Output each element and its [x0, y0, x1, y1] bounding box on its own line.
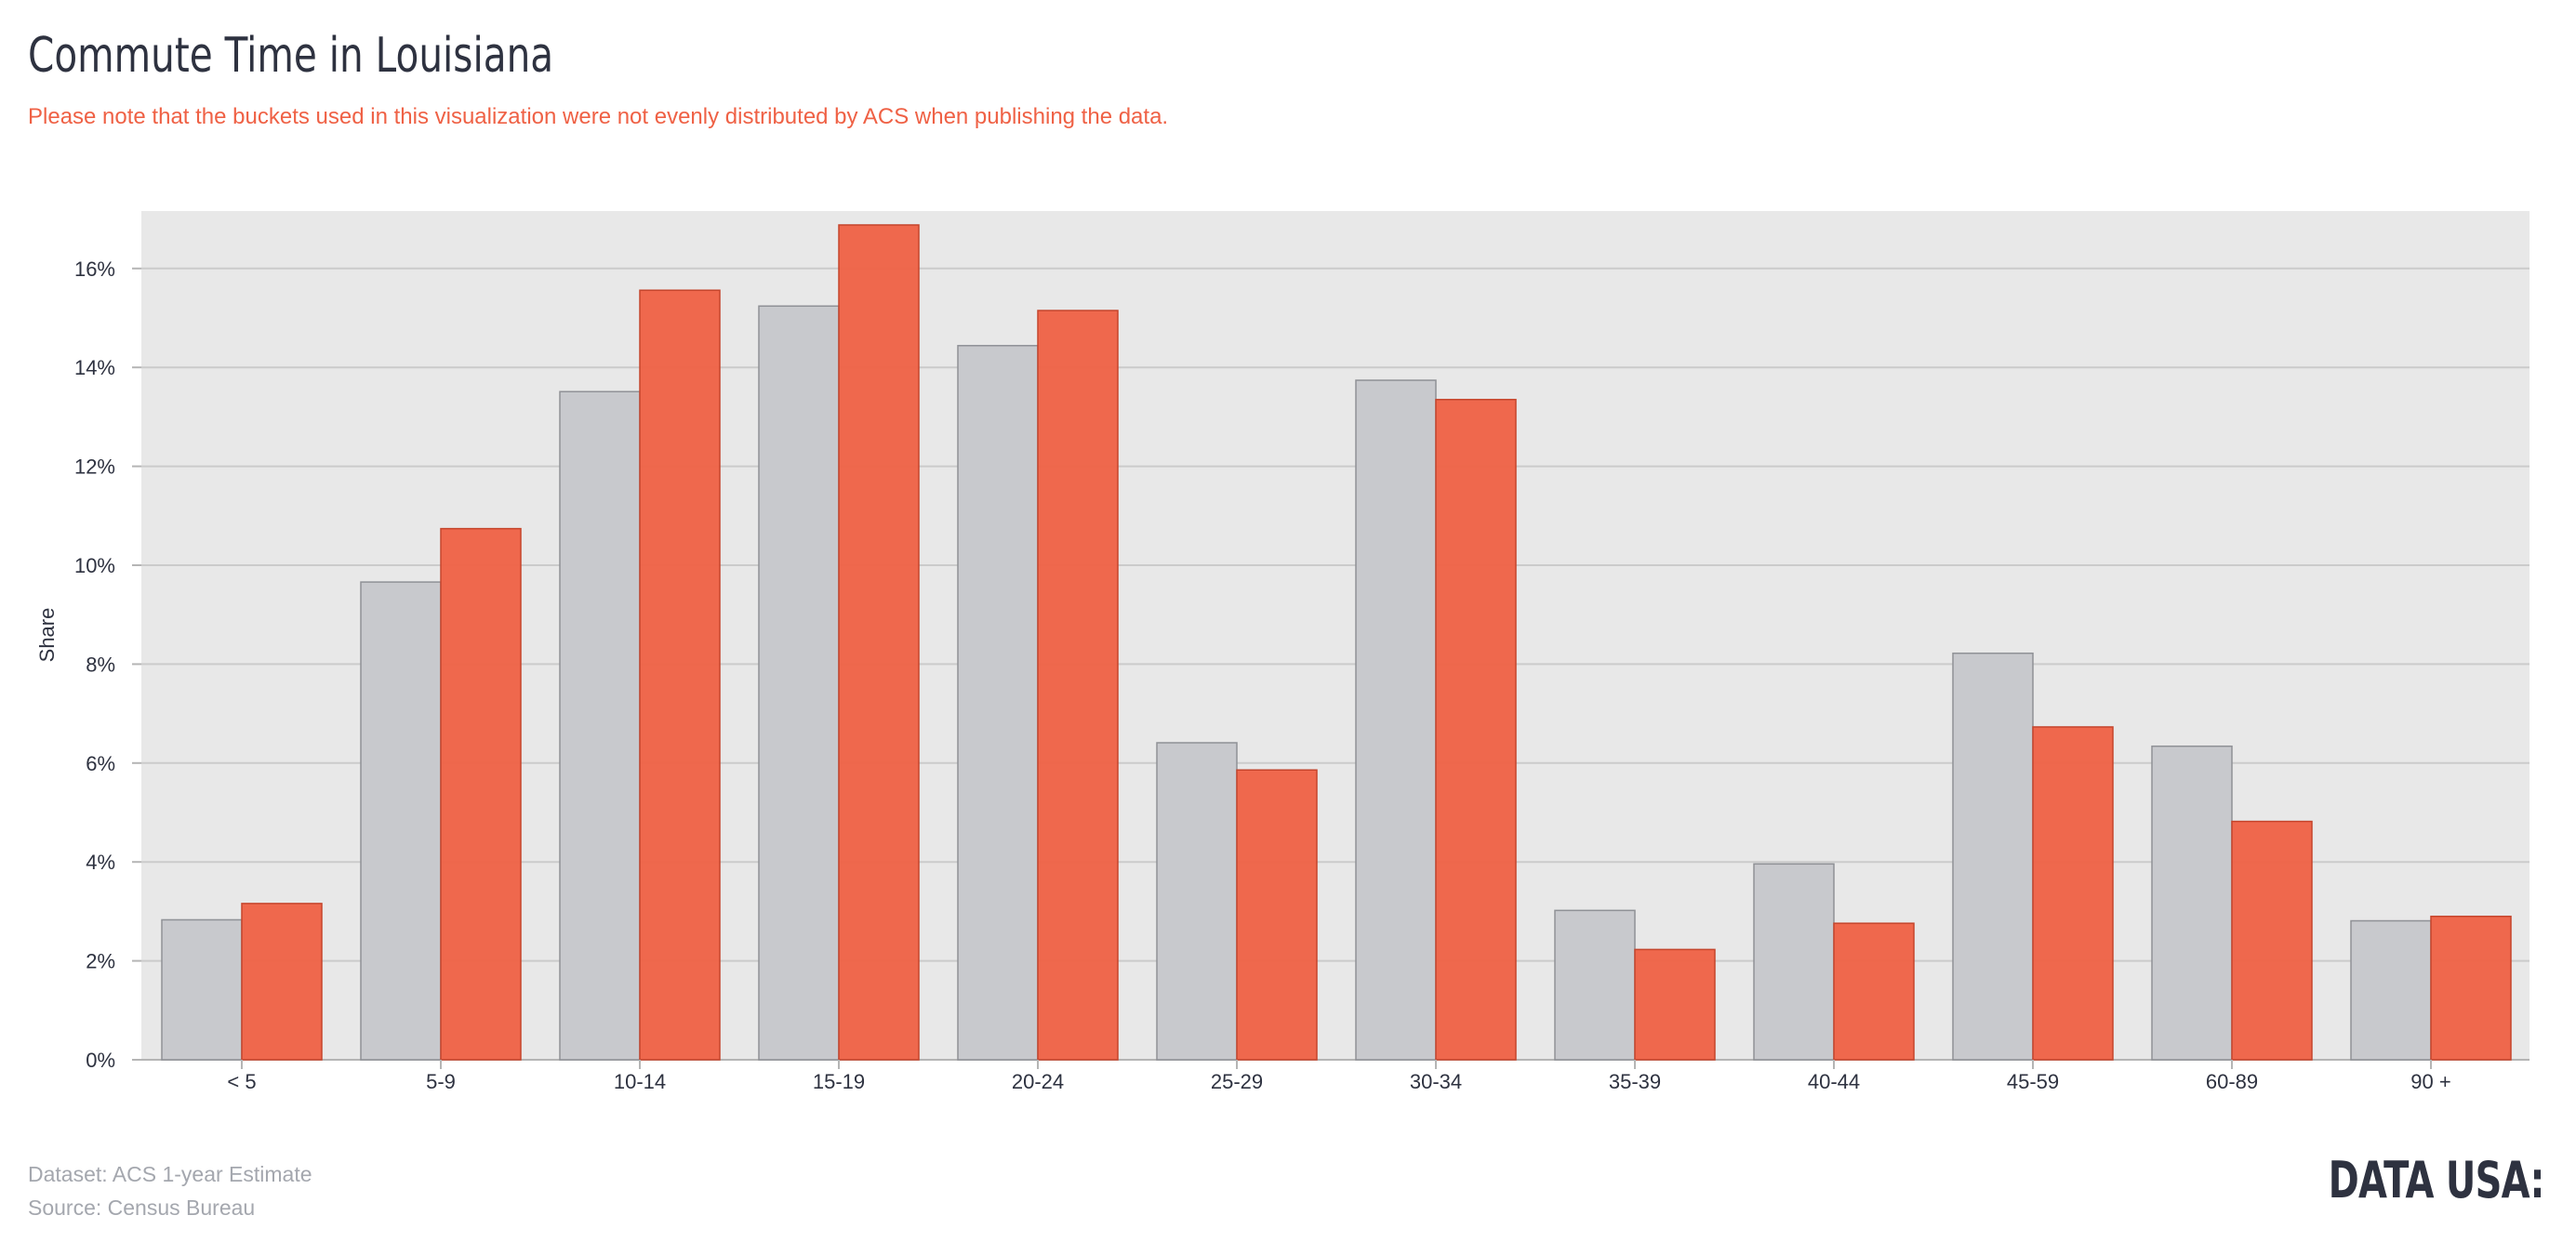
bar-gray[interactable] [360, 581, 442, 1061]
y-tick-label: 4% [86, 851, 115, 874]
y-tick-label: 12% [74, 456, 115, 479]
x-tick-label: 60-89 [2206, 1070, 2258, 1093]
bar-gray[interactable] [1753, 863, 1835, 1061]
y-tick-label: 16% [74, 258, 115, 281]
bar-red[interactable] [2231, 820, 2313, 1061]
gridlines [141, 267, 2530, 1061]
y-tick-label: 2% [86, 950, 115, 973]
x-tick-label: 90 + [2410, 1070, 2450, 1093]
bar-red[interactable] [2032, 726, 2114, 1061]
x-tick-label: 35-39 [1609, 1070, 1661, 1093]
x-tick-label: < 5 [227, 1070, 256, 1093]
bar-red[interactable] [838, 224, 920, 1061]
y-axis-ticks: 0% 2% 4% 6% 8% 10% 12% 14% 16% [74, 258, 141, 1072]
y-tick-label: 10% [74, 554, 115, 577]
y-tick-label: 8% [86, 653, 115, 676]
bar-red[interactable] [2430, 915, 2512, 1061]
x-axis-ticks: < 5 5-9 10-14 15-19 20-24 25-29 30-34 35-39 40-4… [227, 1060, 2451, 1093]
bar-gray[interactable] [2350, 919, 2432, 1061]
x-tick-label: 40-44 [1808, 1070, 1860, 1093]
bar-red[interactable] [1435, 399, 1517, 1061]
bars [161, 224, 2512, 1061]
source-label: Source: Census Bureau [28, 1196, 256, 1220]
bar-red[interactable] [1634, 948, 1716, 1061]
bar-chart: 0% 2% 4% 6% 8% 10% 12% 14% 16% < 5 5-9 10-14 15-19 2… [35, 211, 2530, 1093]
dataset-label: Dataset: ACS 1-year Estimate [28, 1162, 312, 1186]
datausa-logo[interactable]: DATA USA: [2328, 1151, 2545, 1209]
bar-red[interactable] [440, 527, 522, 1061]
bar-gray[interactable] [1952, 652, 2034, 1061]
y-axis-label: Share [35, 608, 59, 663]
bar-red[interactable] [1833, 922, 1915, 1061]
x-tick-label: 5-9 [426, 1070, 456, 1093]
y-tick-label: 14% [74, 356, 115, 379]
bar-gray[interactable] [1355, 379, 1437, 1061]
x-tick-label: 15-19 [813, 1070, 865, 1093]
x-tick-label: 30-34 [1410, 1070, 1462, 1093]
bar-gray[interactable] [559, 390, 641, 1061]
chart-title: Commute Time in Louisiana [28, 28, 554, 84]
y-tick-label: 0% [86, 1049, 115, 1072]
x-tick-label: 45-59 [2007, 1070, 2059, 1093]
bar-gray[interactable] [1156, 742, 1238, 1061]
bar-gray[interactable] [161, 918, 243, 1061]
chart-subtitle-note: Please note that the buckets used in thi… [28, 104, 1169, 129]
bar-red[interactable] [639, 289, 721, 1061]
bar-red[interactable] [1236, 769, 1318, 1061]
x-tick-label: 25-29 [1211, 1070, 1263, 1093]
bar-gray[interactable] [758, 305, 840, 1061]
bar-gray[interactable] [1554, 909, 1636, 1061]
bar-gray[interactable] [957, 345, 1039, 1061]
x-tick-label: 20-24 [1012, 1070, 1064, 1093]
plot-background [141, 211, 2530, 1060]
bar-red[interactable] [1037, 310, 1119, 1061]
bar-gray[interactable] [2151, 745, 2233, 1061]
y-tick-label: 6% [86, 752, 115, 775]
bar-red[interactable] [241, 903, 323, 1061]
x-tick-label: 10-14 [614, 1070, 666, 1093]
